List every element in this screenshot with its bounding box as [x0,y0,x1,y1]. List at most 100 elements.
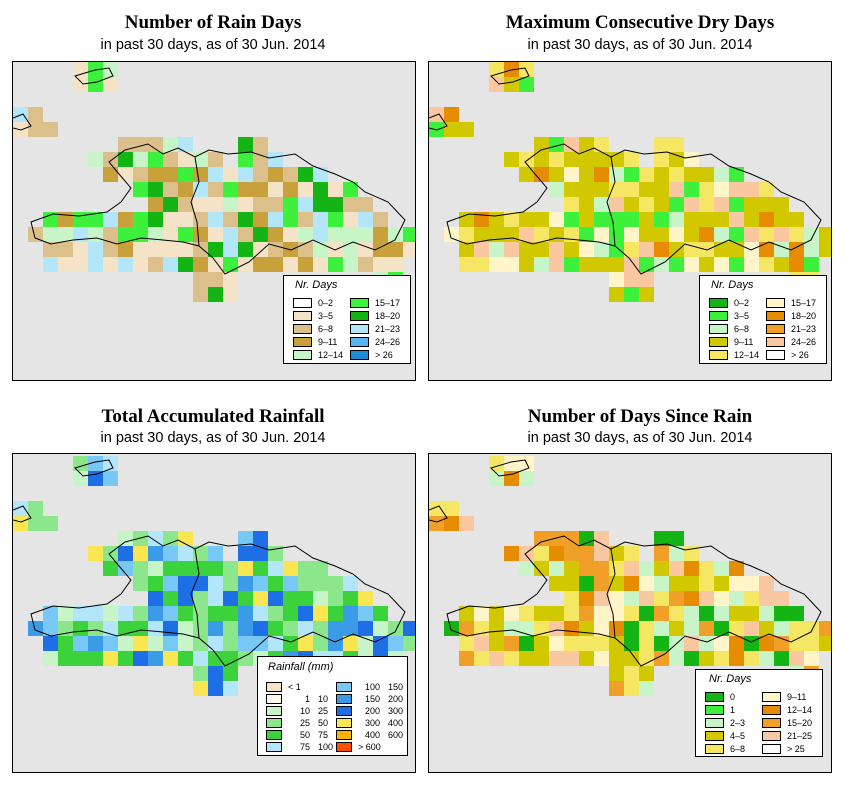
grid-cell [163,636,178,651]
grid-cell [133,531,148,546]
grid-cell [729,591,744,606]
grid-cell [549,651,564,666]
grid-cell [28,621,43,636]
grid-cell [103,227,118,242]
grid-cell [819,227,831,242]
grid-cell [28,516,43,531]
grid-cell [253,257,268,272]
grid-cell [549,137,564,152]
grid-cell [343,227,358,242]
grid-cell [163,606,178,621]
grid-cell [373,227,388,242]
grid-cell [699,197,714,212]
grid-cell [88,456,103,471]
grid-cell [774,197,789,212]
grid-cell [343,212,358,227]
grid-cell [669,227,684,242]
grid-cell [73,651,88,666]
legend-item: 200 300 [336,705,403,716]
legend-swatch [350,310,369,321]
grid-cell [223,636,238,651]
grid-cell [624,257,639,272]
legend-label-to: 600 [388,729,404,740]
grid-cell [639,561,654,576]
legend-label-to: 400 [388,717,404,728]
grid-cell [654,197,669,212]
legend-item: 6–8 [709,323,749,334]
grid-cell [459,122,474,137]
grid-cell [268,242,283,257]
grid-cell [358,621,373,636]
grid-cell [654,257,669,272]
grid-cell [549,242,564,257]
grid-cell [148,227,163,242]
grid-cell [148,212,163,227]
grid-cell [534,651,549,666]
grid-cell [579,137,594,152]
grid-cell [489,471,504,486]
legend-swatch [350,297,369,308]
grid-cell [343,636,358,651]
grid-cell [223,576,238,591]
grid-cell [624,546,639,561]
grid-cell [789,606,804,621]
grid-cell [504,621,519,636]
grid-cell [609,561,624,576]
grid-cell [268,606,283,621]
grid-cell [459,636,474,651]
grid-cell [564,242,579,257]
grid-cell [669,242,684,257]
grid-cell [238,257,253,272]
grid-cell [579,197,594,212]
legend-swatch [766,297,785,308]
grid-cell [669,576,684,591]
grid-cell [388,242,403,257]
grid-cell [639,591,654,606]
grid-cell [744,636,759,651]
grid-cell [639,227,654,242]
grid-cell [73,257,88,272]
grid-cell [639,621,654,636]
grid-cell [699,227,714,242]
legend-swatch [293,323,312,334]
grid-cell [163,561,178,576]
legend-swatch [766,336,785,347]
grid-cell [238,546,253,561]
grid-cell [624,621,639,636]
grid-cell [28,107,43,122]
grid-cell [28,122,43,137]
grid-cell [684,561,699,576]
grid-cell [639,212,654,227]
grid-cell [343,621,358,636]
island-outline [13,113,32,131]
grid-cell [549,167,564,182]
grid-cell [444,107,459,122]
legend-item: 1 [705,704,735,715]
grid-cell [103,606,118,621]
grid-cell [579,227,594,242]
grid-cell [283,227,298,242]
grid-cell [328,621,343,636]
grid-cell [73,242,88,257]
grid-cell [208,272,223,287]
grid-cell [519,621,534,636]
grid-cell [519,561,534,576]
grid-cell [474,242,489,257]
grid-cell [163,242,178,257]
grid-cell [253,152,268,167]
grid-cell [804,242,819,257]
legend-label: 21–25 [787,730,813,741]
grid-cell [238,167,253,182]
grid-cell [549,636,564,651]
legend-item: < 1 [266,681,309,692]
grid-cell [579,257,594,272]
grid-cell [579,636,594,651]
grid-cell [268,621,283,636]
grid-cell [744,591,759,606]
grid-cell [699,591,714,606]
grid-cell [118,167,133,182]
grid-cell [594,576,609,591]
grid-cell [549,546,564,561]
grid-cell [343,591,358,606]
grid-cell [534,227,549,242]
